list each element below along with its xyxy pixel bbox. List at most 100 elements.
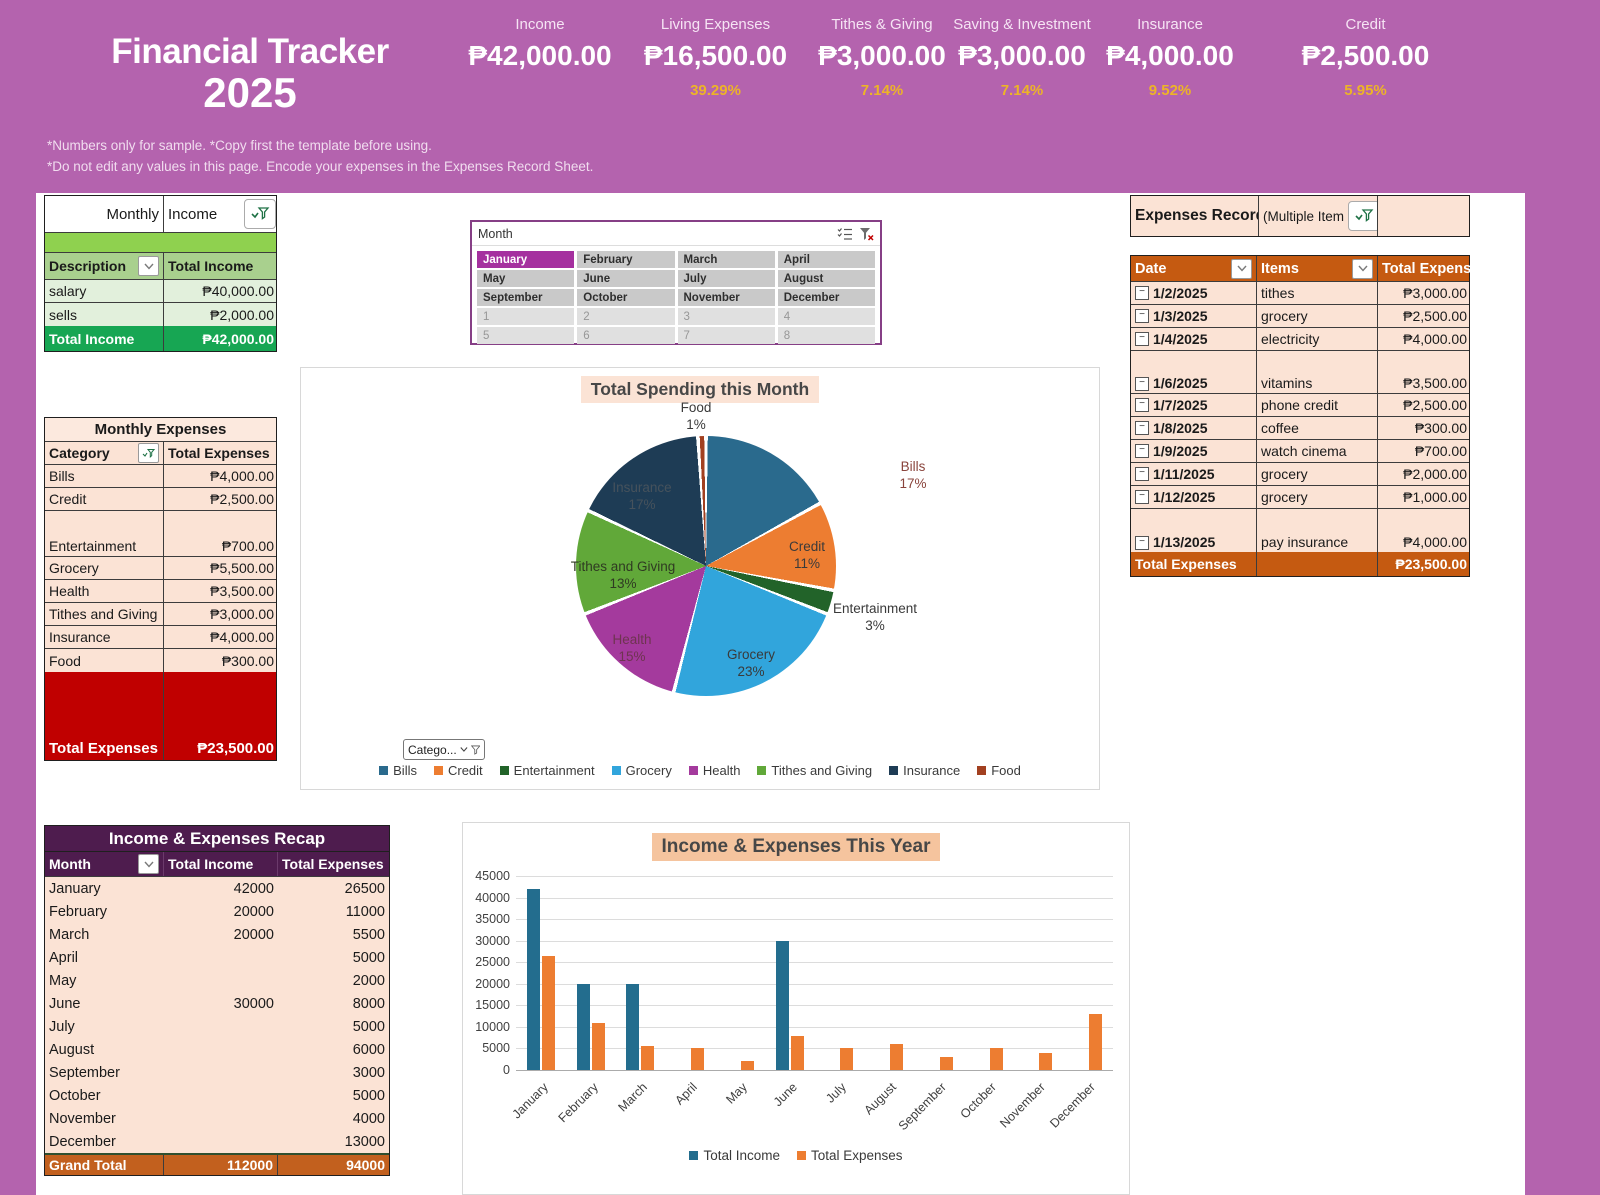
col-header-total-expenses[interactable]: Total Expenses	[168, 445, 270, 461]
expense-amount-cell[interactable]: ₱4,000.00	[210, 468, 274, 484]
recap-expenses-cell[interactable]: 5000	[352, 1018, 385, 1035]
col-header-date[interactable]: Date	[1131, 256, 1257, 281]
recap-income-cell[interactable]	[164, 1084, 278, 1107]
expense-amount-cell[interactable]: ₱2,500.00	[210, 491, 274, 507]
slicer-item[interactable]: May	[477, 270, 575, 287]
filter-button[interactable]	[1348, 201, 1377, 231]
col-header-category[interactable]: Category	[45, 442, 164, 464]
record-item-cell[interactable]: tithes	[1257, 282, 1378, 304]
record-date-cell[interactable]: −1/13/2025	[1131, 509, 1257, 552]
recap-month-cell[interactable]: April	[49, 949, 79, 966]
record-date-cell[interactable]: −1/6/2025	[1131, 351, 1257, 393]
record-amount-cell[interactable]: ₱300.00	[1414, 420, 1467, 436]
record-item-cell[interactable]: watch cinema	[1257, 440, 1378, 462]
filter-chip[interactable]	[138, 443, 159, 463]
clear-filter-icon[interactable]	[859, 227, 874, 241]
recap-month-cell[interactable]: September	[49, 1064, 120, 1081]
record-date-cell[interactable]: −1/2/2025	[1131, 282, 1257, 304]
record-amount-cell[interactable]: ₱4,000.00	[1403, 331, 1467, 347]
record-amount-cell[interactable]: ₱1,000.00	[1403, 489, 1467, 505]
col-header-total-expenses[interactable]: Total Expens	[1382, 260, 1471, 277]
collapse-icon[interactable]: −	[1135, 377, 1149, 391]
slicer-item[interactable]: October	[577, 289, 675, 306]
record-item-cell[interactable]: grocery	[1257, 305, 1378, 327]
expense-category-cell[interactable]: Food	[45, 649, 164, 672]
recap-month-cell[interactable]: May	[49, 972, 77, 989]
record-item-cell[interactable]: pay insurance	[1257, 509, 1378, 552]
expense-category-cell[interactable]: Tithes and Giving	[45, 603, 164, 625]
recap-income-cell[interactable]	[164, 1038, 278, 1061]
col-header-items[interactable]: Items	[1257, 256, 1378, 281]
recap-income-cell[interactable]: 20000	[233, 926, 274, 943]
record-amount-cell[interactable]: ₱3,000.00	[1403, 285, 1467, 301]
recap-expenses-cell[interactable]: 5500	[352, 926, 385, 943]
slicer-item[interactable]: 2	[577, 308, 675, 325]
slicer-item[interactable]: December	[777, 289, 875, 306]
record-date-cell[interactable]: −1/3/2025	[1131, 305, 1257, 327]
slicer-item[interactable]: June	[577, 270, 675, 287]
category-filter-button[interactable]: Catego...	[403, 739, 485, 760]
slicer-item[interactable]: February	[577, 251, 675, 268]
recap-income-cell[interactable]: 30000	[233, 995, 274, 1012]
dropdown-chip[interactable]	[1352, 258, 1373, 279]
slicer-item[interactable]: 8	[777, 327, 875, 344]
expense-category-cell[interactable]: Health	[45, 580, 164, 602]
slicer-item[interactable]: 5	[477, 327, 575, 344]
dropdown-chip[interactable]	[138, 256, 159, 276]
col-header-total-income[interactable]: Total Income	[164, 852, 278, 876]
record-item-cell[interactable]: grocery	[1257, 463, 1378, 485]
slicer-item[interactable]: January	[477, 251, 575, 268]
expense-amount-cell[interactable]: ₱700.00	[221, 538, 274, 554]
slicer-item[interactable]: November	[677, 289, 775, 306]
expense-amount-cell[interactable]: ₱3,000.00	[210, 606, 274, 622]
income-amount-cell[interactable]: ₱2,000.00	[210, 306, 274, 323]
recap-month-cell[interactable]: August	[49, 1041, 95, 1058]
slicer-item[interactable]: 6	[577, 327, 675, 344]
recap-income-cell[interactable]: 42000	[233, 880, 274, 897]
expense-category-cell[interactable]: Grocery	[45, 557, 164, 579]
recap-expenses-cell[interactable]: 6000	[352, 1041, 385, 1058]
expense-category-cell[interactable]: Bills	[45, 465, 164, 487]
record-date-cell[interactable]: −1/7/2025	[1131, 394, 1257, 416]
recap-month-cell[interactable]: February	[49, 903, 108, 920]
recap-expenses-cell[interactable]: 11000	[345, 903, 385, 920]
record-amount-cell[interactable]: ₱2,500.00	[1403, 308, 1467, 324]
expense-category-cell[interactable]: Insurance	[45, 626, 164, 648]
recap-expenses-cell[interactable]: 2000	[352, 972, 385, 989]
recap-month-cell[interactable]: November	[49, 1110, 116, 1127]
collapse-icon[interactable]: −	[1135, 467, 1149, 481]
income-description-cell[interactable]: salary	[45, 280, 164, 302]
slicer-item[interactable]: 4	[777, 308, 875, 325]
col-header-description[interactable]: Description	[45, 253, 164, 279]
record-date-cell[interactable]: −1/9/2025	[1131, 440, 1257, 462]
collapse-icon[interactable]: −	[1135, 332, 1149, 346]
dropdown-chip[interactable]	[138, 854, 159, 874]
recap-expenses-cell[interactable]: 5000	[352, 1087, 385, 1104]
collapse-icon[interactable]: −	[1135, 536, 1149, 550]
record-amount-cell[interactable]: ₱700.00	[1414, 443, 1467, 459]
record-amount-cell[interactable]: ₱3,500.00	[1403, 375, 1467, 391]
recap-expenses-cell[interactable]: 4000	[352, 1110, 385, 1127]
collapse-icon[interactable]: −	[1135, 286, 1149, 300]
recap-income-cell[interactable]	[164, 1107, 278, 1130]
slicer-item[interactable]: September	[477, 289, 575, 306]
record-amount-cell[interactable]: ₱2,000.00	[1403, 466, 1467, 482]
expenses-record-filter-value[interactable]: (Multiple Item	[1259, 196, 1378, 236]
recap-income-cell[interactable]	[164, 969, 278, 992]
expense-amount-cell[interactable]: ₱4,000.00	[210, 629, 274, 645]
expense-amount-cell[interactable]: ₱3,500.00	[210, 583, 274, 599]
slicer-item[interactable]: August	[777, 270, 875, 287]
record-date-cell[interactable]: −1/4/2025	[1131, 328, 1257, 350]
recap-month-cell[interactable]: January	[49, 880, 101, 897]
recap-month-cell[interactable]: December	[49, 1133, 116, 1150]
income-amount-cell[interactable]: ₱40,000.00	[202, 283, 274, 299]
multiselect-icon[interactable]	[837, 227, 853, 240]
record-amount-cell[interactable]: ₱4,000.00	[1403, 534, 1467, 550]
monthly-income-header-left[interactable]: Monthly	[45, 196, 164, 232]
record-item-cell[interactable]: coffee	[1257, 417, 1378, 439]
col-header-month[interactable]: Month	[45, 852, 164, 876]
recap-expenses-cell[interactable]: 8000	[352, 995, 385, 1012]
recap-month-cell[interactable]: March	[49, 926, 90, 943]
recap-month-cell[interactable]: October	[49, 1087, 101, 1104]
recap-income-cell[interactable]	[164, 1061, 278, 1084]
